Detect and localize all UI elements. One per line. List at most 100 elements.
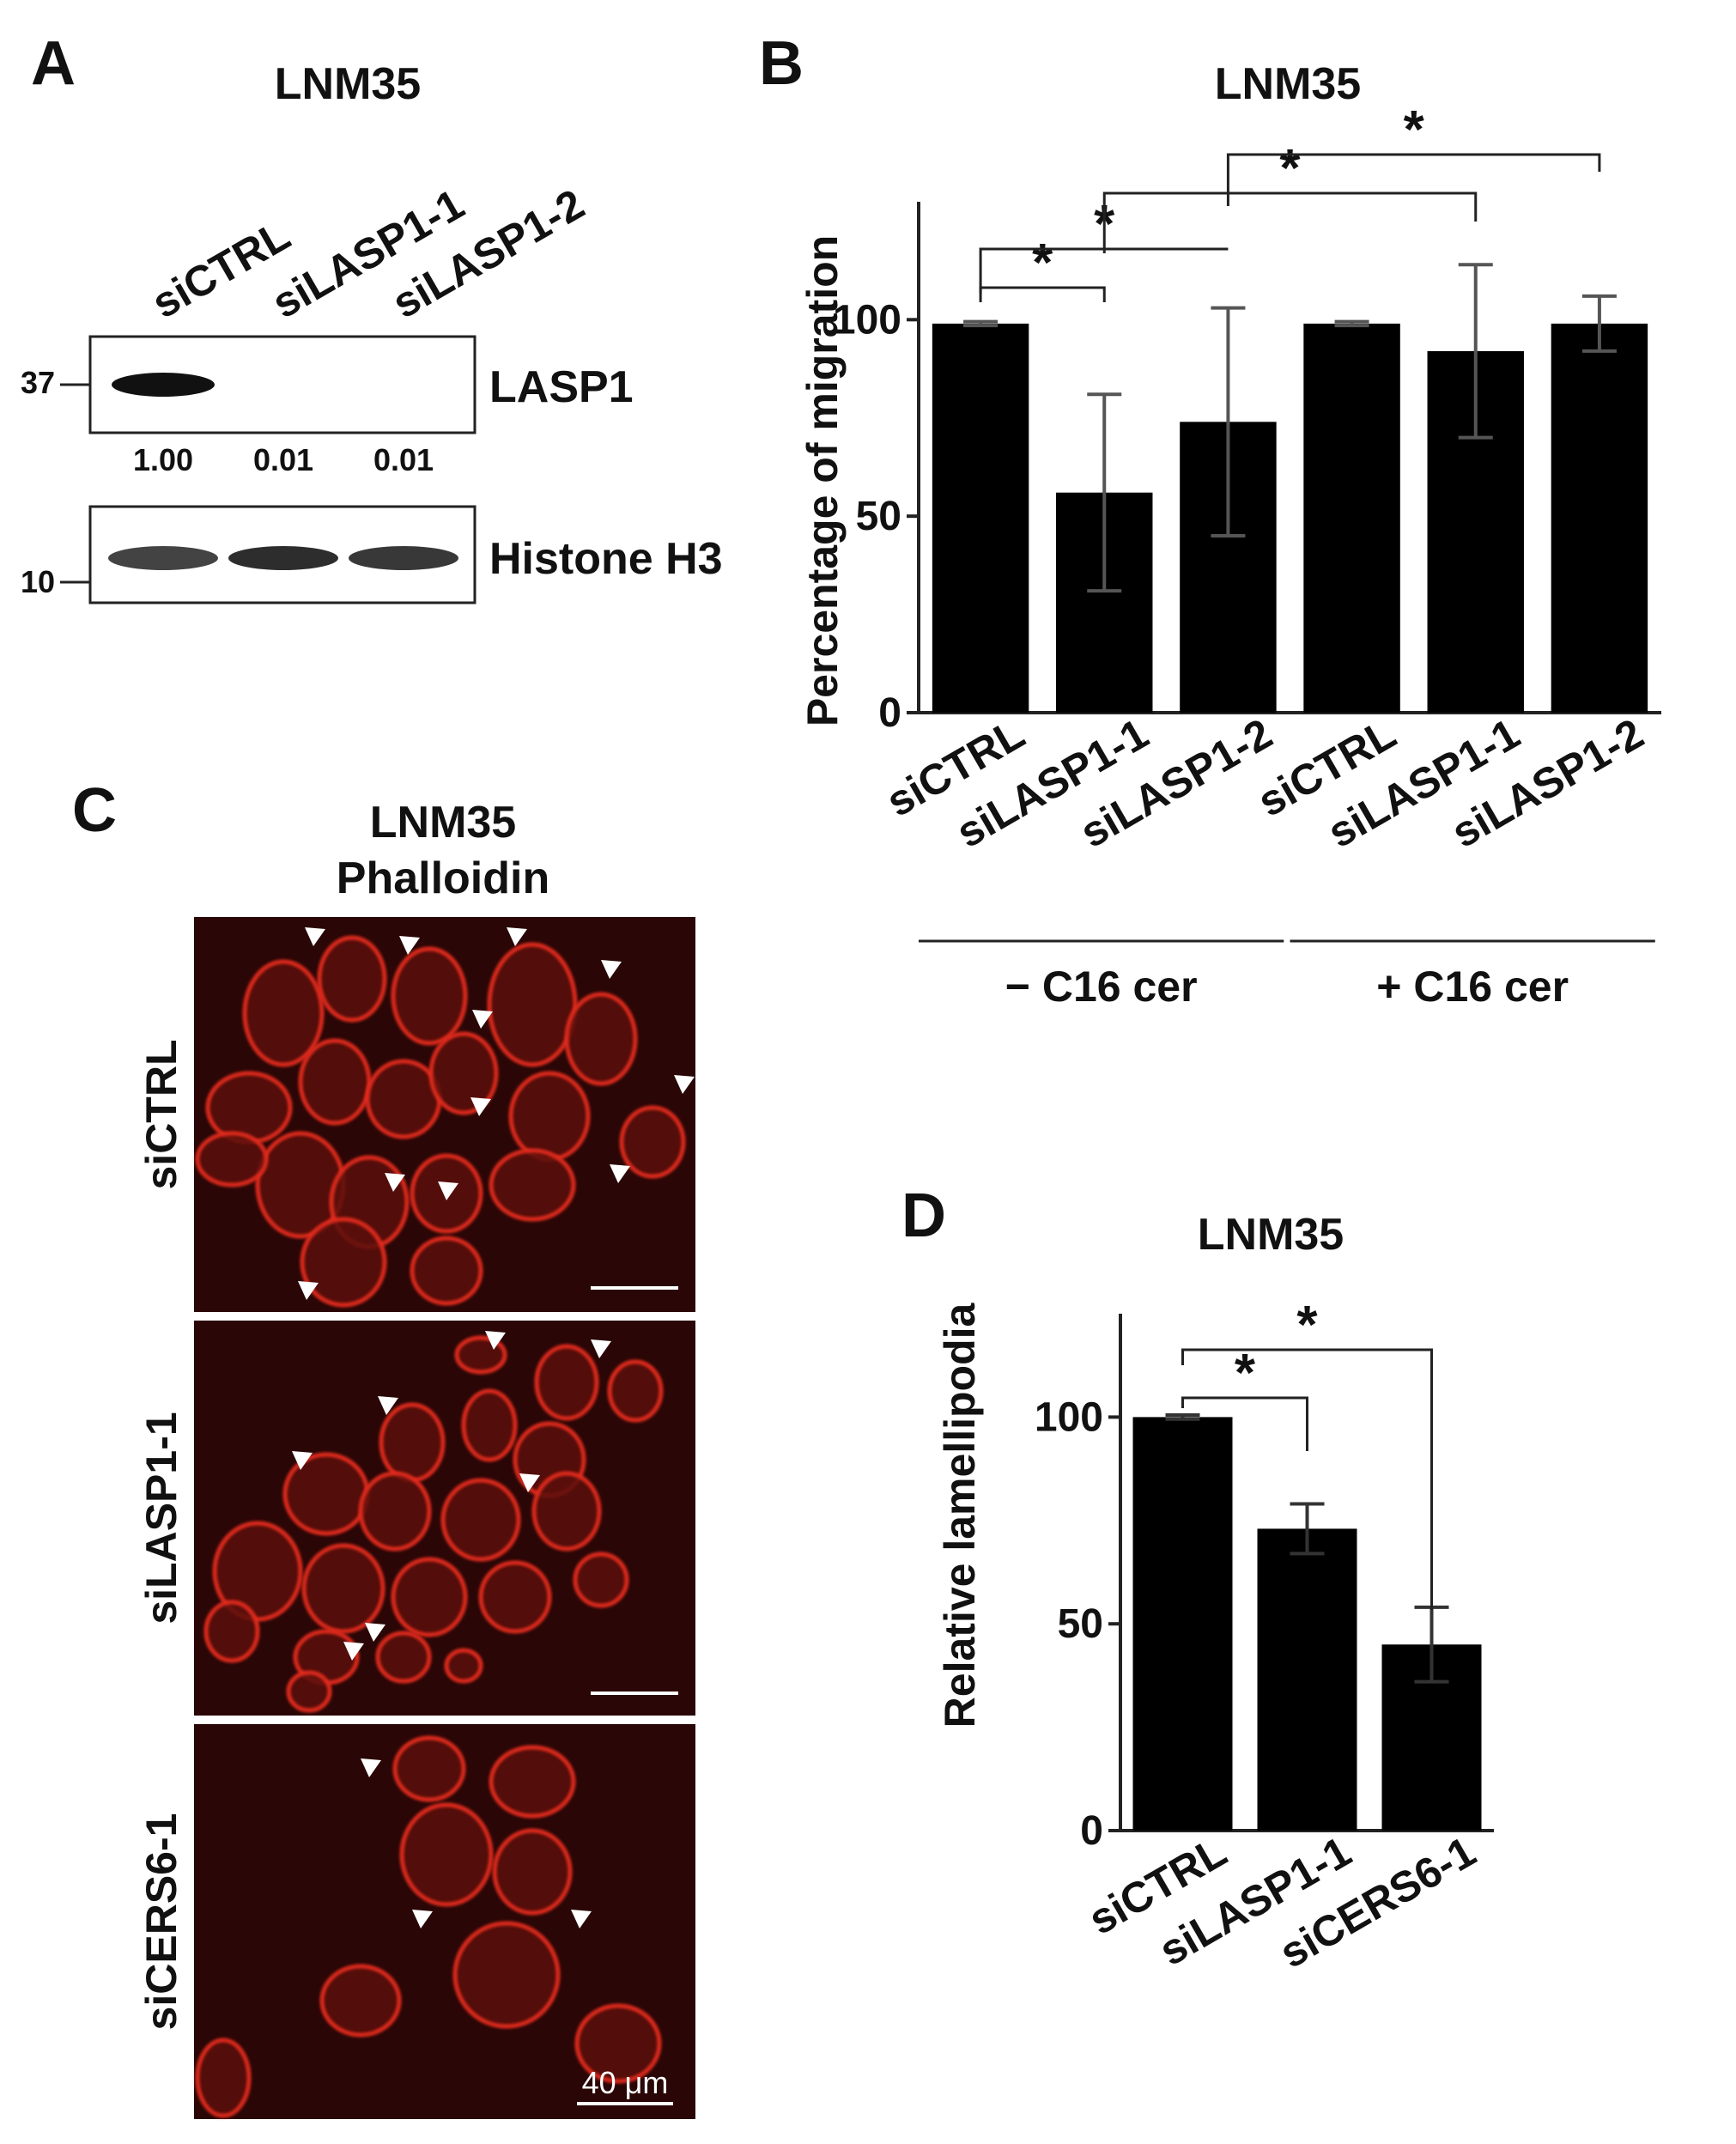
cell-outline [492,1828,573,1916]
lasp1-quant-1: 0.01 [253,442,313,477]
arrowhead-icon [507,927,527,946]
cell-outline [203,1600,260,1663]
cell-body [361,1473,429,1549]
panel-d-letter: D [901,1181,946,1250]
h3-label: Histone H3 [489,534,723,584]
cell-outline [410,1236,483,1306]
cell-outline [358,1471,432,1552]
micro-row-label-1: siLASP1-1 [137,1412,185,1624]
significance-bracket [1226,153,1601,206]
cell-body [537,1346,597,1418]
panel-a-title: LNM35 [275,59,421,109]
cell-body [395,1738,464,1800]
significance-bracket [1181,1348,1433,1610]
h3-bands [108,546,458,570]
cell-outline [375,1631,432,1684]
micrograph-sictrl [194,917,695,1312]
cell-outline [242,959,325,1067]
arrowhead-icon [485,1331,506,1350]
micro-row-label-0: siCTRL [137,1040,185,1190]
significance-star: * [1235,1344,1256,1403]
cell-body [381,1405,443,1480]
panel-d: D LNM35 Relative lamellipodia 050100siCT… [901,1181,1494,1977]
arrowhead-icon [378,1396,398,1415]
cell-body [412,1238,481,1303]
significance-star: * [1296,1296,1318,1355]
panel-c-title-1: LNM35 [370,798,516,847]
cell-outline [489,1745,576,1819]
cell-outline [619,1105,686,1179]
y-tick-label: 50 [856,494,901,539]
micro-row-label-2: siCERS6-1 [137,1813,185,2031]
cell-outline [195,2038,252,2118]
cell-outline [286,1670,332,1713]
cell-outline [410,1153,483,1234]
lasp1-bands [112,373,215,397]
significance-star: * [1404,100,1425,160]
cell-outline [573,1552,629,1608]
cell-outline [300,1217,387,1308]
panel-c: C LNM35 Phalloidin siCTRL siLASP1-1 siCE… [72,776,695,2119]
panel-b-ylabel: Percentage of migration [798,235,847,726]
cell-body [215,1523,300,1619]
cell-outline [487,942,578,1067]
arrowhead-icon [361,1758,381,1777]
arrowhead-icon [412,1910,433,1928]
cell-body [245,962,322,1065]
cell-body [322,1966,399,2035]
panel-d-title: LNM35 [1198,1210,1344,1260]
cell-body [285,1455,367,1534]
cell-body [446,1650,481,1681]
cell-outline [444,1648,483,1684]
cell-outline [574,2003,662,2084]
cell-body [567,994,635,1084]
panel-b-title: LNM35 [1215,59,1361,109]
arrowhead-icon [298,1281,319,1300]
y-tick-label: 100 [833,297,901,343]
bar [932,323,1029,713]
cell-outline [392,1735,466,1802]
cell-body [481,1563,549,1631]
cell-outline [317,935,387,1023]
group-label: − C16 cer [1005,963,1198,1011]
panel-a-letter: A [31,29,76,98]
lasp1-quant-0: 1.00 [133,442,193,477]
panel-b: B LNM35 Percentage of migration 050100si… [759,29,1661,1011]
cell-body [610,1362,661,1420]
panel-a: A LNM35 siCTRL siLASP1-1 siLASP1-2 37 LA… [21,29,723,604]
cell-outline [461,1388,518,1462]
cell-body [258,1133,343,1236]
cell-body [464,1391,515,1460]
arrowhead-icon [385,1173,405,1192]
arrowhead-icon [438,1181,458,1200]
cell-body [206,1602,258,1661]
cell-body [455,1923,558,2026]
cell-body [489,944,575,1065]
cell-body [393,949,465,1043]
arrowhead-icon [601,960,622,979]
h3-band [228,546,338,570]
cell-outline [534,1344,599,1421]
cell-outline [301,1543,385,1634]
y-tick-label: 0 [1080,1808,1103,1854]
cell-body [491,1151,574,1219]
h3-band [108,546,218,570]
cell-body [622,1108,683,1176]
cell-body [378,1633,429,1681]
h3-band [349,546,458,570]
chart-b: 050100siCTRLsiLASP1-1siLASP1-2siCTRLsiLA… [833,100,1661,1011]
panel-b-letter: B [759,29,804,98]
cell-body [577,2006,659,2081]
cell-body [393,1559,465,1635]
arrowhead-icon [472,1010,493,1029]
y-tick-label: 100 [1035,1394,1103,1440]
cell-outline [428,1031,499,1115]
cell-body [302,1219,385,1305]
cell-body [491,1747,574,1816]
arrowhead-icon [674,1075,695,1094]
cell-outline [478,1560,552,1634]
cell-body [534,1473,599,1549]
cell-outline [399,1802,494,1907]
arrowhead-icon [399,936,420,955]
